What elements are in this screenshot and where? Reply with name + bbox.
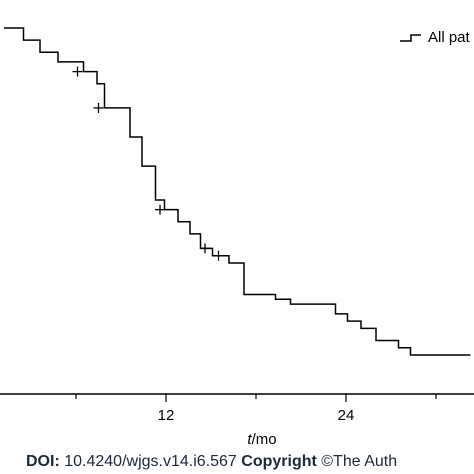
x-tick-label: 12 xyxy=(158,407,175,424)
legend-step-swatch xyxy=(400,34,421,42)
survival-curve-group xyxy=(4,27,471,356)
x-axis-ticks xyxy=(75,394,437,402)
footer-citation: DOI: 10.4240/wjgs.v14.i6.567 Copyright ©… xyxy=(0,450,474,474)
x-axis-title: t/mo xyxy=(247,431,276,448)
censor-mark xyxy=(93,102,104,113)
legend: All pat xyxy=(400,29,471,46)
copyright-value: ©The Auth xyxy=(321,453,398,470)
censor-marks xyxy=(72,66,224,261)
x-tick-label: 24 xyxy=(338,407,355,424)
doi-value: 10.4240/wjgs.v14.i6.567 xyxy=(64,453,237,470)
copyright-label: Copyright xyxy=(241,453,317,470)
censor-mark xyxy=(155,204,165,215)
survival-curve xyxy=(4,27,471,356)
x-axis-tick-labels: 12 24 xyxy=(158,407,355,424)
legend-label: All pat xyxy=(428,29,471,46)
censor-mark xyxy=(72,66,83,77)
censor-mark xyxy=(200,243,210,254)
censor-mark xyxy=(213,250,224,261)
doi-label: DOI: xyxy=(26,453,60,470)
